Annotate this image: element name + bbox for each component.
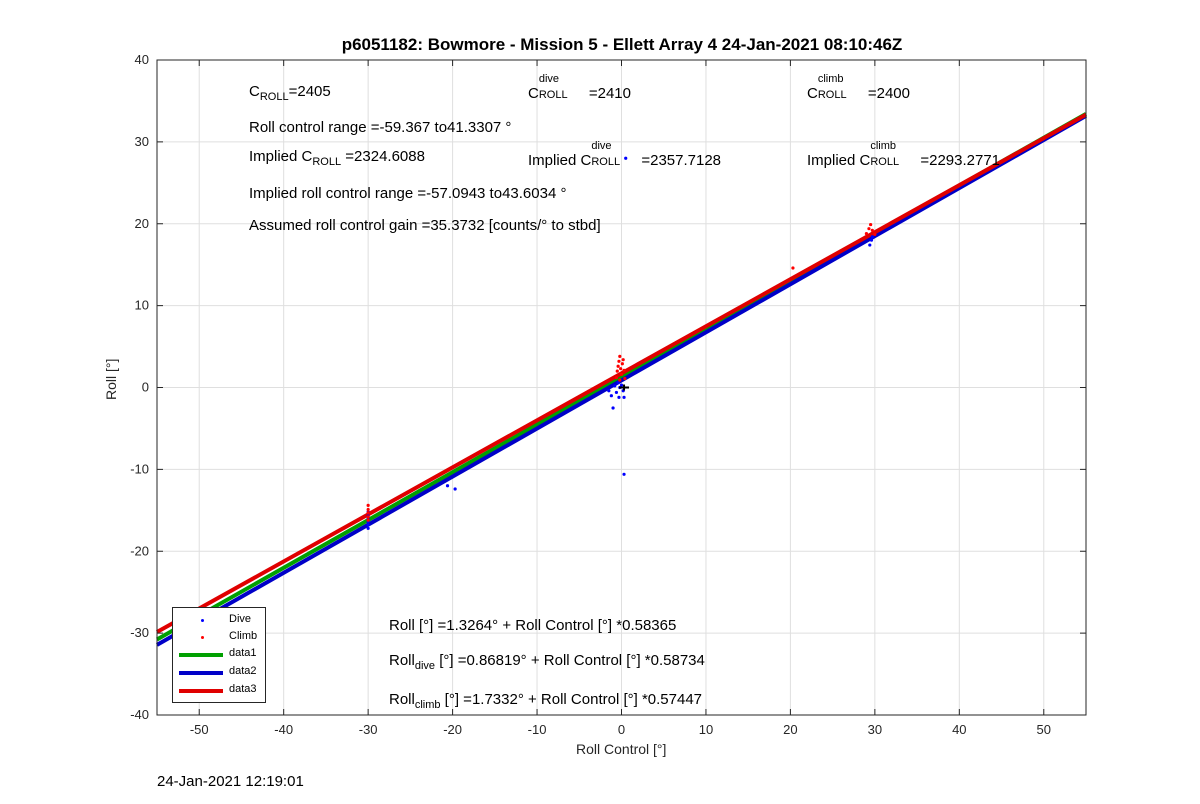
x-axis-label: Roll Control [°]: [576, 741, 667, 757]
ticks: -50 -40 -30 -20 -10 0 10 20 30 40 50 -40 -30 -20 -10 0 1…: [130, 52, 1086, 737]
annotation-fit-dive: Rolldive [°] =0.86819° + Roll Control [°…: [389, 652, 705, 672]
point-dive: [613, 384, 617, 388]
point-dive: [611, 406, 615, 410]
point-climb: [619, 367, 623, 371]
point-climb: [616, 364, 620, 368]
y-tick-label: 20: [135, 216, 149, 231]
y-tick-label: -30: [130, 625, 149, 640]
point-dive: [609, 394, 613, 398]
point-dive: [617, 395, 621, 399]
y-axis-label: Roll [°]: [103, 358, 119, 400]
legend-item-climb: Climb: [173, 629, 265, 645]
x-tick-label: 20: [783, 722, 797, 737]
point-dive: [622, 395, 626, 399]
y-tick-label: -10: [130, 461, 149, 476]
x-tick-label: 40: [952, 722, 966, 737]
x-tick-label: 30: [868, 722, 882, 737]
legend-label-dive: Dive: [229, 613, 252, 625]
legend-item-dive: Dive: [173, 612, 265, 628]
legend-line-data2: [179, 671, 223, 675]
point-dive: [619, 383, 624, 387]
annotation-implied: Implied CROLL =2324.6088: [249, 148, 425, 168]
point-climb: [873, 232, 877, 236]
point-climb: [623, 376, 627, 381]
legend-item-data3: data3: [173, 682, 265, 698]
legend-item-data1: data1: [173, 646, 265, 662]
point-climb: [618, 354, 622, 358]
legend: Dive Climb data1 data2 data3: [172, 607, 266, 703]
y-tick-label: -40: [130, 707, 149, 722]
point-dive: [624, 156, 628, 160]
y-tick-label: 30: [135, 134, 149, 149]
chart-title: p6051182: Bowmore - Mission 5 - Ellett A…: [341, 35, 903, 54]
annotation-fit-all: Roll [°] =1.3264° + Roll Control [°] *0.…: [389, 617, 677, 634]
x-tick-label: -10: [528, 722, 547, 737]
x-tick-label: -50: [190, 722, 209, 737]
data-points: [366, 156, 877, 530]
point-climb: [869, 222, 873, 227]
legend-item-data2: data2: [173, 664, 265, 680]
timestamp: 24-Jan-2021 12:19:01: [157, 773, 304, 790]
x-tick-label: -40: [274, 722, 293, 737]
legend-line-data1: [179, 653, 223, 657]
point-climb: [618, 378, 622, 382]
x-tick-label: 10: [699, 722, 713, 737]
point-dive: [607, 389, 611, 393]
point-climb: [366, 515, 370, 519]
y-tick-label: -20: [130, 543, 149, 558]
point-dive: [453, 487, 457, 491]
legend-line-data3: [179, 689, 223, 693]
point-dive: [366, 526, 370, 530]
point-climb: [620, 362, 624, 366]
point-dive: [616, 380, 620, 385]
fit-line-data2: [156, 114, 1087, 647]
annotation-gain: Assumed roll control gain =35.3732 [coun…: [249, 217, 601, 234]
point-climb: [615, 369, 619, 373]
point-climb: [366, 511, 370, 515]
point-dive: [870, 235, 874, 239]
x-tick-label: -20: [443, 722, 462, 737]
point-dive: [614, 390, 619, 395]
point-climb: [864, 231, 869, 236]
point-climb: [614, 376, 619, 380]
legend-label-data2: data2: [229, 665, 257, 677]
x-tick-label: 50: [1037, 722, 1051, 737]
y-tick-label: 10: [135, 298, 149, 313]
point-climb: [870, 228, 874, 232]
point-climb: [621, 358, 625, 362]
annotation-range: Roll control range =-59.367 to41.3307 °: [249, 119, 512, 136]
point-climb: [366, 507, 370, 512]
point-dive: [868, 243, 872, 247]
annotation-c-roll: CROLL=2405: [249, 83, 331, 103]
point-dive: [869, 238, 874, 242]
legend-marker-climb: [201, 636, 204, 639]
point-climb: [619, 372, 624, 376]
point-climb: [617, 359, 621, 363]
y-tick-label: 40: [135, 52, 149, 67]
legend-marker-dive: [201, 619, 204, 622]
legend-label-climb: Climb: [229, 630, 258, 642]
point-climb: [622, 368, 626, 372]
annotation-implied-range: Implied roll control range =-57.0943 to4…: [249, 185, 567, 202]
point-dive: [366, 523, 370, 527]
legend-label-data3: data3: [229, 683, 257, 695]
annotation-fit-climb: Rollclimb [°] =1.7332° + Roll Control [°…: [389, 691, 703, 711]
point-climb: [366, 518, 370, 522]
point-climb: [867, 227, 871, 231]
y-tick-label: 0: [142, 380, 149, 395]
point-dive: [622, 472, 626, 476]
point-dive: [445, 484, 450, 488]
x-tick-label: -30: [359, 722, 378, 737]
point-climb: [791, 266, 795, 270]
point-climb: [366, 503, 370, 507]
x-tick-label: 0: [618, 722, 625, 737]
legend-label-data1: data1: [229, 647, 257, 659]
